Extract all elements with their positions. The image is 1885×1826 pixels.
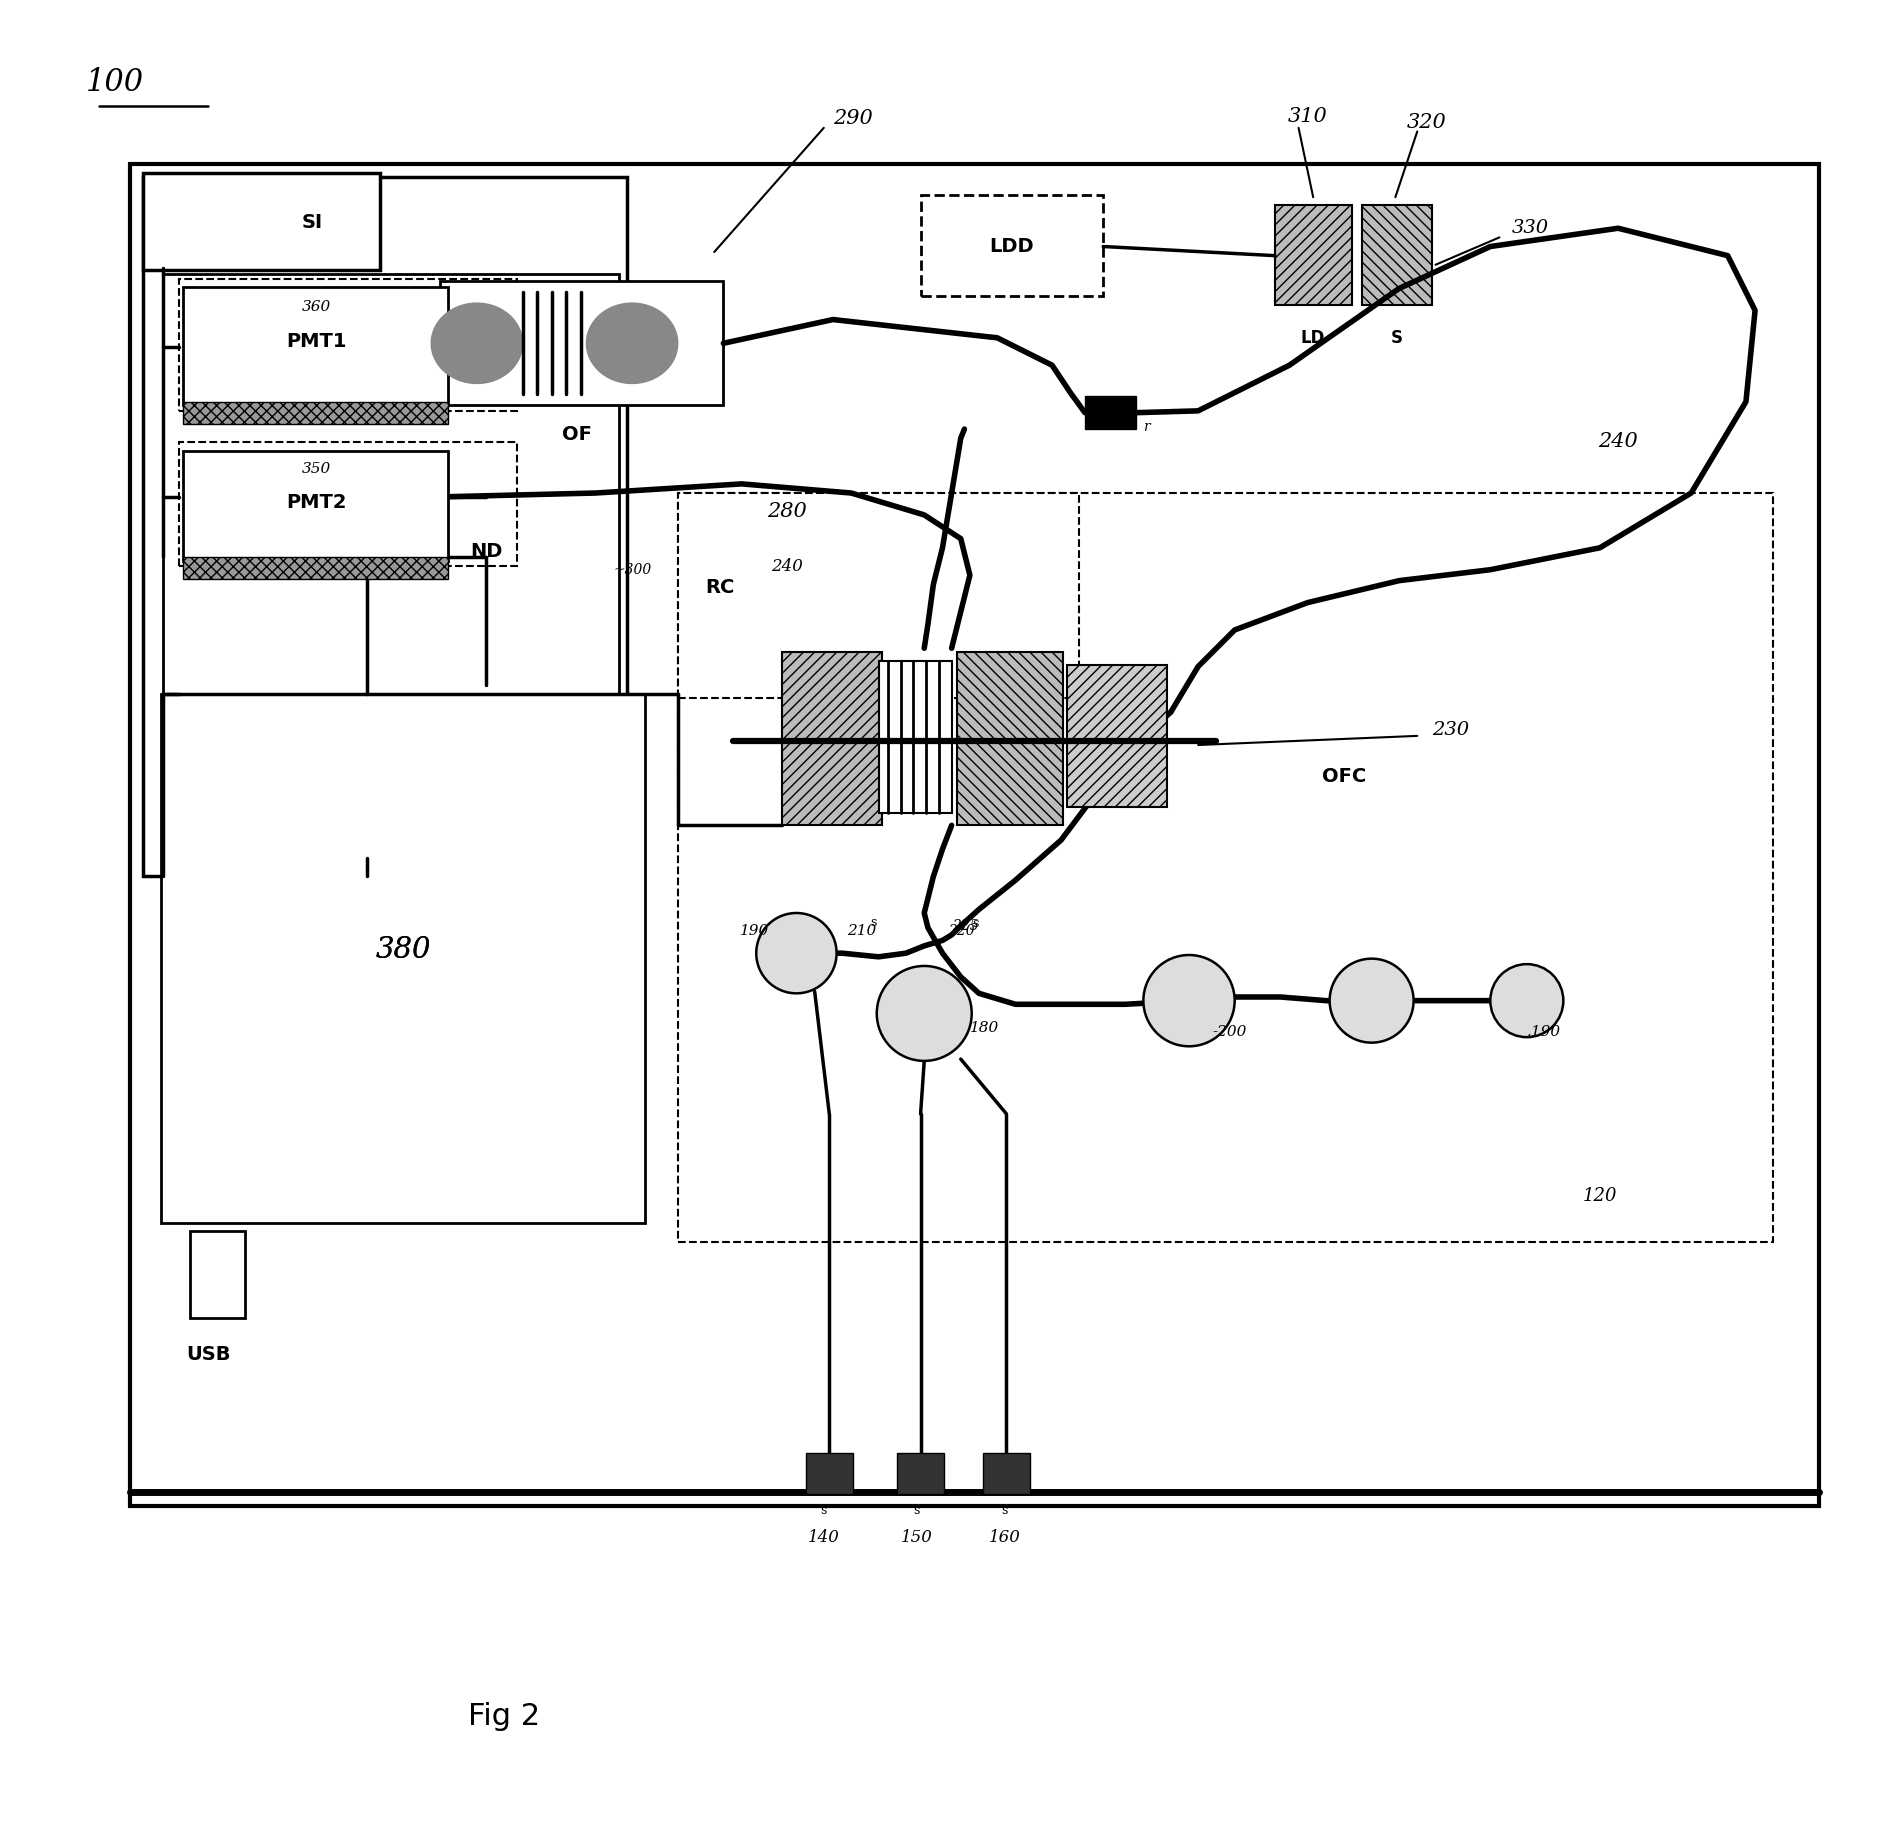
Bar [1274,205,1352,305]
Text: s: s [1001,1503,1008,1517]
Text: 100: 100 [87,68,145,97]
Text: 330: 330 [1512,219,1549,237]
Bar [878,661,952,813]
Text: s: s [820,1503,828,1517]
Bar [179,442,516,566]
Text: 210: 210 [848,924,877,939]
Bar [179,279,516,411]
Text: 180: 180 [971,1021,999,1035]
Bar [130,164,1819,1506]
Text: 225: 225 [952,918,978,933]
Bar [162,274,620,858]
Text: USB: USB [187,1346,230,1364]
Text: 220: 220 [948,924,975,939]
Text: 360: 360 [302,299,330,314]
Text: S: S [1391,329,1402,347]
Text: 290: 290 [833,110,873,128]
Text: 230: 230 [1433,721,1468,740]
Bar [982,1453,1029,1494]
Text: 380: 380 [377,935,432,964]
Bar [805,1453,854,1494]
Text: 120: 120 [1583,1187,1617,1205]
Text: SI: SI [302,214,322,232]
Circle shape [877,966,971,1061]
Text: r: r [1144,420,1150,435]
Bar [143,177,626,876]
Bar [441,281,724,405]
Text: OFC: OFC [1321,767,1367,785]
Bar [1363,205,1433,305]
Text: PMT2: PMT2 [287,493,347,511]
Text: RC: RC [705,579,735,597]
Text: 320: 320 [1406,113,1446,131]
Bar [679,493,1774,1242]
Text: 380: 380 [377,935,432,964]
Bar [143,173,381,270]
Bar [679,493,1080,698]
Text: 140: 140 [809,1528,839,1547]
Text: 150: 150 [901,1528,933,1547]
Bar [897,1453,944,1494]
Bar [1086,396,1137,429]
Text: PMT1: PMT1 [287,332,347,351]
Circle shape [1329,959,1414,1043]
Bar [958,652,1063,825]
Text: LD: LD [1301,329,1325,347]
Bar [183,451,447,561]
Bar [160,694,645,1223]
Text: ND: ND [469,542,501,561]
Polygon shape [586,303,679,383]
Polygon shape [432,303,522,383]
Bar [1067,665,1167,807]
Text: s: s [973,917,978,931]
Text: .190: .190 [1527,1024,1561,1039]
Bar [183,287,447,405]
Circle shape [1144,955,1235,1046]
Text: Fig 2: Fig 2 [467,1702,541,1731]
Bar [190,1231,245,1318]
Text: 240: 240 [771,557,803,575]
Text: OF: OF [562,425,592,444]
Text: 310: 310 [1287,108,1327,126]
Text: -200: -200 [1212,1024,1248,1039]
Text: 190: 190 [739,924,769,939]
Circle shape [756,913,837,993]
Text: s: s [869,915,877,929]
Text: 350: 350 [302,462,330,477]
Text: ~300: ~300 [615,562,652,577]
Text: LDD: LDD [990,237,1035,256]
Bar [920,195,1103,296]
Bar [183,402,447,424]
Text: 240: 240 [1598,433,1638,451]
Text: 160: 160 [988,1528,1020,1547]
Circle shape [1491,964,1563,1037]
Bar [183,557,447,579]
Text: s: s [914,1503,920,1517]
Text: 280: 280 [767,502,807,520]
Bar [782,652,882,825]
